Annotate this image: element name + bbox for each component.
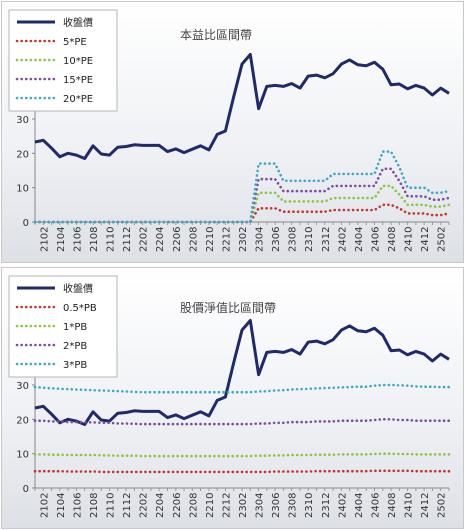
- x-tick-label: 2210: [205, 227, 216, 252]
- chart-title: 本益比區間帶: [180, 28, 252, 42]
- legend-label: 20*PE: [63, 94, 93, 105]
- legend-label: 1*PB: [63, 322, 87, 333]
- x-tick-label: 2210: [205, 493, 216, 518]
- x-tick-label: 2408: [387, 493, 398, 518]
- x-tick-label: 2110: [106, 227, 117, 252]
- x-tick-label: 2202: [139, 227, 150, 252]
- x-tick-label: 2112: [122, 493, 133, 518]
- x-tick-label: 2108: [89, 493, 100, 518]
- legend-label: 收盤價: [63, 282, 93, 295]
- legend-label: 2*PB: [63, 341, 87, 352]
- x-tick-label: 2312: [321, 227, 332, 252]
- x-tick-label: 2412: [420, 493, 431, 518]
- series-line-0: [34, 319, 450, 426]
- x-tick-label: 2310: [304, 227, 315, 252]
- series-line-1: [33, 203, 451, 224]
- x-tick-label: 2302: [238, 227, 249, 252]
- x-tick-label: 2402: [337, 227, 348, 252]
- x-tick-label: 2306: [271, 493, 282, 518]
- x-tick-label: 2302: [238, 493, 249, 518]
- y-tick-label: 0: [23, 484, 29, 495]
- series-line-4: [33, 383, 451, 394]
- x-tick-label: 2408: [387, 227, 398, 252]
- x-tick-label: 2104: [56, 493, 67, 518]
- series-line-2: [33, 184, 451, 224]
- series-line-1: [33, 469, 451, 474]
- x-tick-label: 2204: [155, 493, 166, 518]
- x-tick-label: 2308: [288, 227, 299, 252]
- x-tick-label: 2310: [304, 493, 315, 518]
- x-tick-label: 2110: [106, 493, 117, 518]
- legend-label: 5*PE: [63, 37, 87, 48]
- x-tick-label: 2410: [404, 493, 415, 518]
- x-tick-label: 2112: [122, 227, 133, 252]
- chart-title: 股價淨值比區間帶: [180, 300, 276, 315]
- y-tick-label: 10: [16, 184, 29, 195]
- series-line-4: [33, 150, 451, 224]
- x-tick-label: 2104: [56, 227, 67, 252]
- series-line-2: [33, 452, 451, 458]
- x-tick-label: 2204: [155, 227, 166, 252]
- y-tick-label: 20: [16, 415, 29, 426]
- x-tick-label: 2502: [437, 493, 448, 518]
- x-tick-label: 2402: [337, 493, 348, 518]
- x-tick-label: 2206: [172, 493, 183, 518]
- x-tick-label: 2208: [188, 493, 199, 518]
- x-tick-label: 2102: [39, 493, 50, 518]
- x-tick-label: 2406: [370, 493, 381, 518]
- y-tick-label: 10: [16, 450, 29, 461]
- x-tick-label: 2308: [288, 493, 299, 518]
- x-tick-label: 2406: [370, 227, 381, 252]
- x-tick-label: 2404: [354, 227, 365, 252]
- x-tick-label: 2502: [437, 227, 448, 252]
- x-tick-label: 2106: [72, 227, 83, 252]
- x-tick-label: 2312: [321, 493, 332, 518]
- y-tick-label: 30: [16, 115, 29, 126]
- x-tick-label: 2412: [420, 227, 431, 252]
- x-tick-label: 2404: [354, 493, 365, 518]
- series-line-3: [33, 167, 451, 224]
- legend-label: 3*PB: [63, 360, 87, 371]
- legend-label: 收盤價: [63, 16, 93, 29]
- x-tick-label: 2108: [89, 227, 100, 252]
- y-tick-label: 20: [16, 149, 29, 160]
- x-tick-label: 2304: [255, 493, 266, 518]
- pb-band-chart-svg: 0102030405060210221042106210821102112220…: [8, 275, 451, 518]
- x-tick-label: 2208: [188, 227, 199, 252]
- x-tick-label: 2102: [39, 227, 50, 252]
- legend-label: 10*PE: [63, 56, 93, 67]
- x-tick-label: 2106: [72, 493, 83, 518]
- series-line-3: [33, 418, 451, 426]
- pe-band-chart: 0102030405060210221042106210821102112220…: [1, 1, 464, 263]
- y-tick-label: 30: [16, 381, 29, 392]
- x-tick-label: 2212: [221, 227, 232, 252]
- x-tick-label: 2410: [404, 227, 415, 252]
- x-tick-label: 2306: [271, 227, 282, 252]
- series-line-0: [34, 53, 450, 160]
- legend-label: 15*PE: [63, 75, 93, 86]
- x-tick-label: 2202: [139, 493, 150, 518]
- pe-band-chart-svg: 0102030405060210221042106210821102112220…: [8, 9, 451, 252]
- y-tick-label: 0: [23, 218, 29, 229]
- x-tick-label: 2206: [172, 227, 183, 252]
- x-tick-label: 2212: [221, 493, 232, 518]
- pb-band-chart: 0102030405060210221042106210821102112220…: [1, 267, 464, 529]
- x-tick-label: 2304: [255, 227, 266, 252]
- legend-label: 0.5*PB: [63, 303, 97, 314]
